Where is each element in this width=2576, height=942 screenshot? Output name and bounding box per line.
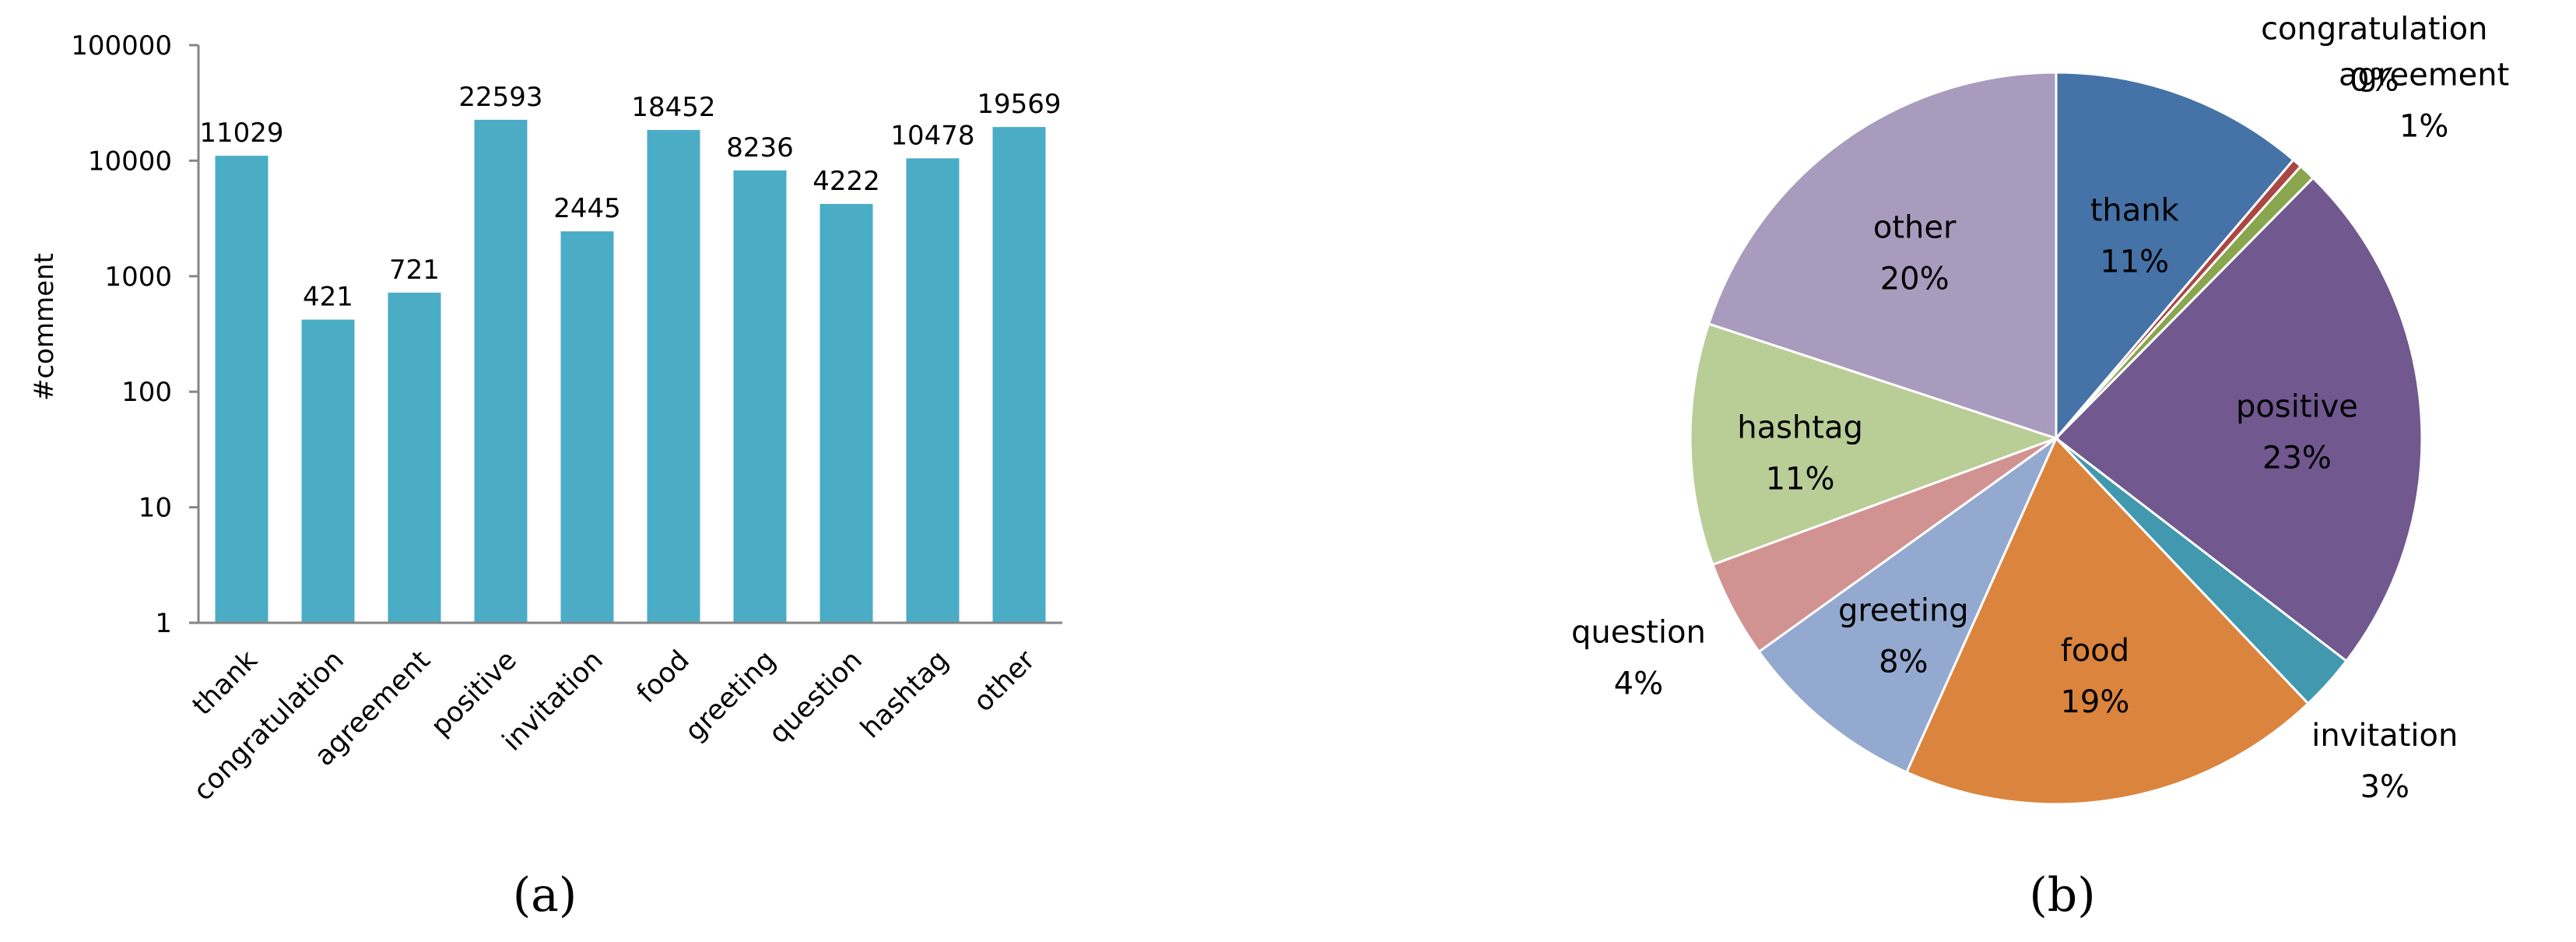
pie-slice-percent: 19% (2060, 684, 2129, 720)
bar-chart-caption: (a) (513, 868, 577, 923)
bar-yticks: 1 10 100 1000 10000 100000 (71, 30, 198, 639)
bar-chart: #comment 1 10 100 1000 10000 100000 11029 421 7… (29, 30, 1062, 923)
pie-slice (2054, 176, 2423, 663)
y-tick-label: 100000 (71, 30, 172, 62)
pie-slice-percent: 20% (1880, 262, 1950, 297)
pie-slice (1757, 434, 2059, 774)
pie-slice-label: agreement (2339, 57, 2509, 93)
pie-slice-percent: 0% (2350, 62, 2399, 98)
pie-slice-percent: 8% (1879, 644, 1928, 680)
y-tick-label: 10 (139, 493, 172, 524)
bar (474, 119, 528, 624)
bar-value-label: 22593 (458, 82, 542, 113)
pie-slice (1904, 436, 2310, 806)
pie-chart-caption: (b) (2029, 868, 2095, 923)
bar-value-label: 11029 (199, 118, 283, 149)
x-tick-label: food (631, 645, 696, 709)
x-tick-label: congratulation (188, 645, 350, 807)
pie-slice-percent: 4% (1614, 666, 1663, 702)
pie-slice-label: food (2061, 633, 2129, 669)
bar (906, 158, 960, 623)
pie-slice-label: question (1571, 615, 1706, 651)
bar (215, 156, 268, 623)
y-tick-label: 1000 (104, 262, 172, 293)
bar-value-label: 721 (389, 255, 440, 286)
bar (647, 129, 700, 623)
pie-slice-percent: 3% (2360, 769, 2409, 805)
x-tick-label: thank (187, 645, 264, 722)
bar-value-label: 421 (303, 282, 353, 313)
pie-slice (2055, 71, 2296, 442)
bar-value-label: 2445 (553, 193, 621, 224)
pie-slice-percent: 1% (2399, 108, 2448, 144)
bar-value-label: 10478 (890, 120, 974, 151)
pie-slice-label: thank (2090, 193, 2180, 229)
bar-axes (197, 45, 1062, 624)
bar-bars (215, 119, 1046, 624)
pie-slice-label: greeting (1838, 592, 1969, 628)
bar-value-label: 18452 (631, 92, 715, 123)
bar (388, 292, 441, 623)
bar-chart-ylabel: #comment (29, 253, 60, 401)
x-tick-label: other (968, 645, 1042, 719)
pie-slice-label: invitation (2311, 718, 2458, 754)
pie-slice (1707, 71, 2058, 441)
pie-slice (1689, 322, 2060, 567)
pie-slice-label: other (1873, 210, 1957, 246)
bar (301, 319, 355, 623)
y-tick-label: 10000 (88, 146, 172, 177)
bar-value-labels: 11029 421 721 22593 2445 18452 8236 4222 1047819… (199, 82, 1061, 313)
y-tick-label: 1 (155, 608, 172, 639)
bar-value-label: 8236 (726, 132, 794, 163)
bar (560, 231, 614, 623)
pie-slice-percent: 11% (1766, 462, 1835, 497)
x-tick-label: question (763, 645, 869, 750)
bar (819, 203, 873, 623)
bar (992, 127, 1046, 623)
bar-xlabels: thankcongratulationagreementpositiveinvi… (187, 645, 1041, 807)
bar (733, 170, 787, 623)
bar-value-label: 19569 (977, 89, 1061, 120)
pie-slice-percent: 23% (2262, 441, 2332, 476)
bar-value-label: 4222 (812, 166, 880, 197)
pie-chart: thank 11% congratulation 0%agreement 1% posit… (1571, 11, 2509, 923)
pie-slice-percent: 11% (2100, 244, 2169, 280)
pie-slices (1689, 71, 2423, 806)
pie-labels: thank 11% congratulation 0%agreement 1% posit… (1571, 11, 2509, 805)
pie-slice-label: positive (2236, 389, 2358, 425)
x-tick-label: hashtag (855, 645, 955, 744)
y-tick-label: 100 (121, 377, 172, 408)
pie-slice-label: hashtag (1737, 410, 1863, 446)
pie-slice-label: congratulation (2261, 11, 2487, 47)
